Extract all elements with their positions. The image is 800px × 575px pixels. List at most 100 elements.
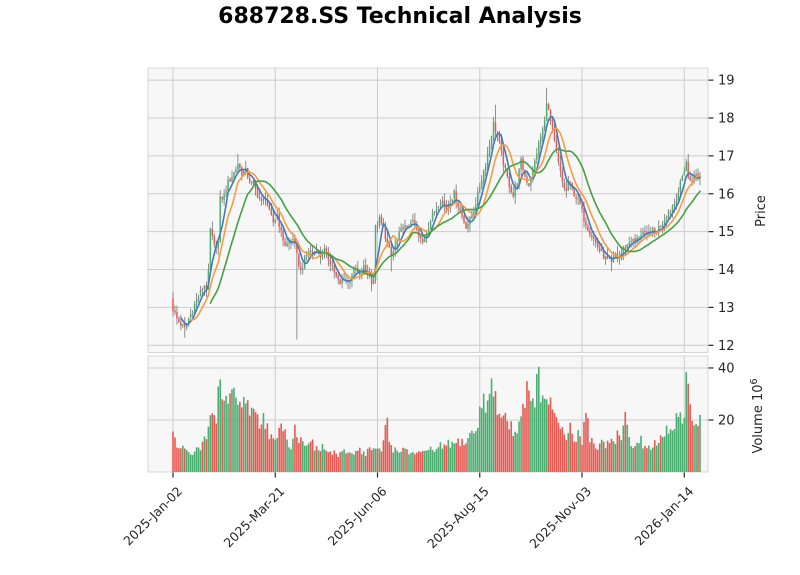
volume-bar xyxy=(528,390,530,472)
volume-bar xyxy=(516,433,518,472)
candle-up xyxy=(235,169,237,173)
candle-up xyxy=(671,206,674,211)
volume-bar xyxy=(575,441,577,472)
candle-up xyxy=(577,198,579,200)
volume-bar xyxy=(431,449,434,472)
volume-bar xyxy=(402,447,404,472)
volume-bar xyxy=(419,451,422,472)
volume-bar xyxy=(386,417,389,472)
candle-down xyxy=(561,170,564,182)
candle-down xyxy=(380,216,383,224)
volume-bar xyxy=(319,451,322,472)
volume-bar xyxy=(321,443,324,472)
chart-title: 688728.SS Technical Analysis xyxy=(218,4,582,29)
candle-up xyxy=(433,211,436,213)
candle-down xyxy=(229,178,231,182)
candle-down xyxy=(494,122,497,132)
candle-up xyxy=(439,205,442,207)
volume-bar xyxy=(191,454,194,472)
candle-down xyxy=(596,242,599,248)
candle-down xyxy=(689,176,691,181)
volume-bar xyxy=(199,450,202,472)
candle-up xyxy=(477,192,479,206)
moving-averages xyxy=(180,115,701,326)
price-tick-label: 14 xyxy=(718,263,735,278)
volume-bars xyxy=(172,366,701,472)
volume-bar xyxy=(172,431,174,472)
candle-down xyxy=(455,191,457,203)
volume-bar xyxy=(254,412,257,472)
candle-up xyxy=(374,225,377,281)
volume-bar xyxy=(571,433,573,472)
volume-bar xyxy=(585,413,587,472)
volume-bar xyxy=(366,448,369,472)
volume-bar xyxy=(294,424,296,472)
candle-down xyxy=(659,225,662,227)
candle-up xyxy=(404,225,406,229)
candle-down xyxy=(421,238,424,243)
volume-bar xyxy=(241,407,243,472)
volume-bar xyxy=(620,440,623,472)
candle-down xyxy=(569,181,571,183)
volume-bar xyxy=(478,406,481,472)
volume-bar xyxy=(667,433,670,472)
candle-down xyxy=(553,129,556,141)
volume-bar xyxy=(612,441,615,472)
candle-up xyxy=(480,180,483,189)
candle-up xyxy=(538,142,540,155)
volume-bar xyxy=(380,451,383,472)
volume-bar xyxy=(368,447,371,472)
candle-down xyxy=(205,285,208,291)
volume-bar xyxy=(276,437,279,472)
price-tick-label: 12 xyxy=(718,339,735,354)
candle-down xyxy=(512,192,514,197)
volume-bar xyxy=(429,446,432,472)
candle-up xyxy=(632,239,634,242)
volume-bar xyxy=(693,425,695,472)
volume-bar xyxy=(183,448,186,472)
candle-up xyxy=(307,251,310,255)
candle-up xyxy=(628,242,630,246)
volume-bar xyxy=(455,442,457,472)
volume-bar xyxy=(410,452,412,472)
volume-bar xyxy=(671,430,674,472)
candle-down xyxy=(333,265,335,273)
volume-bar xyxy=(408,454,410,472)
candle-up xyxy=(197,296,200,300)
volume-bar xyxy=(622,425,625,472)
volume-bar xyxy=(675,413,678,472)
volume-bar xyxy=(425,450,428,472)
volume-bar xyxy=(553,412,556,472)
volume-bar xyxy=(638,443,640,472)
volume-bar xyxy=(313,450,316,472)
volume-bar xyxy=(634,446,636,472)
candle-up xyxy=(663,220,666,225)
candle-up xyxy=(219,196,221,243)
volume-bar xyxy=(618,435,621,472)
candle-up xyxy=(514,186,516,197)
candle-up xyxy=(447,205,450,210)
volume-bar xyxy=(695,423,697,472)
candle-down xyxy=(508,175,511,187)
volume-bar xyxy=(215,423,218,472)
volume-bar xyxy=(608,442,611,472)
candle-up xyxy=(675,200,678,205)
volume-bar xyxy=(384,425,387,472)
candle-up xyxy=(467,223,469,229)
volume-bar xyxy=(636,442,638,472)
candle-down xyxy=(581,204,583,209)
volume-bar xyxy=(274,439,277,472)
volume-bar xyxy=(264,429,267,472)
candle-up xyxy=(262,197,265,201)
volume-bar xyxy=(506,421,509,472)
date-tick-label: 2025-Mar-21 xyxy=(221,484,288,551)
volume-bar xyxy=(341,451,343,472)
volume-bar xyxy=(473,433,475,472)
candle-down xyxy=(559,161,562,171)
volume-bar xyxy=(388,441,391,472)
candle-up xyxy=(410,222,412,227)
candle-up xyxy=(532,169,534,179)
candle-up xyxy=(203,285,206,289)
candle-up xyxy=(490,136,493,146)
candle-down xyxy=(420,235,422,239)
